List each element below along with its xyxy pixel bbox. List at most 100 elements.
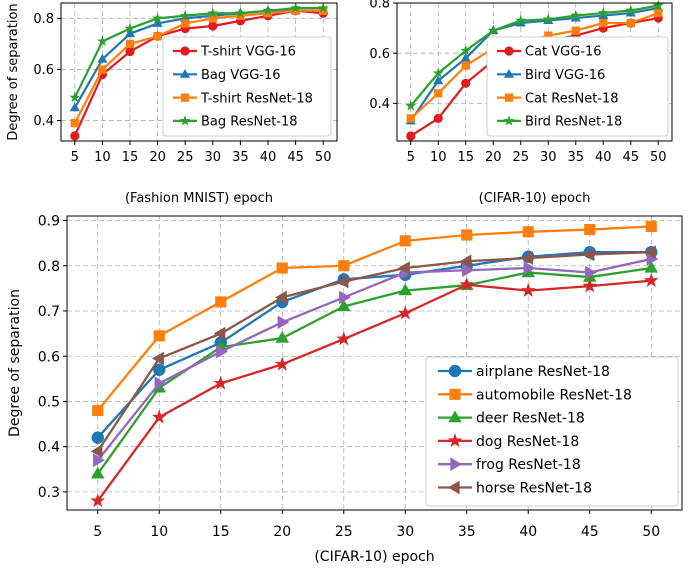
data-point — [319, 6, 328, 15]
data-point — [151, 409, 167, 424]
x-tick-label: 45 — [287, 150, 304, 165]
data-point — [262, 4, 274, 16]
data-point — [90, 493, 106, 508]
data-point — [460, 52, 471, 62]
series-frog-resnet-18 — [93, 252, 659, 468]
legend-marker — [179, 69, 191, 78]
legend-label: Bird ResNet-18 — [525, 115, 622, 130]
data-point — [406, 131, 416, 141]
legend-marker — [447, 433, 463, 448]
data-point — [213, 375, 229, 390]
data-point — [152, 12, 164, 23]
legend-label: frog ResNet-18 — [476, 457, 581, 473]
data-point — [398, 261, 410, 275]
series-line — [73, 9, 324, 124]
y-tick-label: 0.8 — [369, 0, 390, 12]
data-point — [97, 53, 108, 63]
legend-item: airplane ResNet-18 — [438, 364, 610, 380]
legend: airplane ResNet-18 automobile ResNet-18 de… — [425, 356, 679, 507]
data-point — [521, 251, 533, 265]
data-point — [544, 31, 553, 40]
chart-fashion-mnist: 5 10 15 20 25 30 35 40 45 50 0.4 0.6 0.8 (Fashion MNI… — [6, 2, 338, 206]
data-point — [236, 11, 245, 20]
legend-label: deer ResNet-18 — [476, 411, 585, 427]
series-line — [73, 7, 324, 99]
legend-marker — [503, 69, 515, 78]
legend-label: Cat VGG-16 — [525, 45, 602, 60]
x-tick-label: 35 — [567, 150, 584, 165]
data-point — [585, 265, 597, 280]
legend-item: Bag VGG-16 — [173, 68, 281, 83]
x-tick-label: 25 — [512, 150, 529, 165]
x-tick-label: 25 — [177, 150, 194, 165]
legend-marker — [449, 388, 461, 400]
data-point — [277, 315, 290, 330]
data-point — [646, 252, 659, 266]
chart-cifar10-resnet-classes: 5 10 15 20 25 30 35 40 45 50 0.3 0.4 0.5 0.6 0.7 0.8 0.9… — [7, 214, 683, 565]
y-tick-label: 0.7 — [38, 304, 60, 320]
data-point — [124, 22, 136, 34]
x-tick-label: 35 — [458, 524, 476, 540]
series-line — [73, 9, 324, 137]
legend-marker — [450, 457, 463, 472]
legend-marker — [448, 364, 462, 378]
data-point — [459, 277, 475, 292]
data-point — [339, 290, 351, 305]
series-bag-resnet-18 — [69, 2, 329, 103]
legend-label: airplane ResNet-18 — [476, 364, 610, 380]
data-point — [275, 290, 287, 305]
data-point — [399, 235, 411, 247]
x-tick-label: 50 — [315, 150, 332, 165]
data-point — [459, 254, 472, 269]
plot-frame — [60, 2, 338, 142]
data-point — [70, 118, 79, 128]
x-tick-label: 50 — [650, 150, 667, 165]
data-point — [336, 274, 349, 289]
y-tick-label: 0.3 — [38, 485, 60, 501]
data-point — [153, 32, 162, 41]
data-point — [570, 9, 582, 21]
legend-label: horse ResNet-18 — [476, 481, 592, 497]
data-point — [208, 21, 218, 31]
legend-label: T-shirt VGG-16 — [200, 45, 296, 60]
legend-item: horse ResNet-18 — [438, 481, 592, 497]
data-point — [461, 229, 473, 241]
data-point — [406, 114, 415, 123]
x-tick-label: 15 — [457, 150, 474, 165]
x-tick-label: 45 — [622, 150, 639, 165]
data-point — [432, 67, 444, 78]
x-tick-label: 40 — [595, 150, 612, 165]
x-tick-label: 20 — [273, 524, 291, 540]
data-point — [275, 330, 290, 343]
data-point — [181, 19, 190, 28]
series-dog-resnet-18 — [90, 272, 659, 508]
y-tick-label: 0.6 — [369, 47, 390, 62]
legend-label: dog ResNet-18 — [476, 434, 579, 450]
x-tick-label: 40 — [519, 524, 537, 540]
data-point — [571, 26, 580, 35]
data-point — [124, 28, 136, 38]
y-tick-label: 0.4 — [33, 114, 54, 129]
legend-label: T-shirt ResNet-18 — [200, 91, 313, 106]
data-point — [291, 6, 300, 15]
data-point — [215, 296, 227, 308]
data-point — [523, 261, 536, 275]
data-point — [317, 2, 329, 13]
data-point — [652, 0, 664, 11]
data-point — [263, 9, 273, 18]
legend-label: Cat ResNet-18 — [525, 91, 619, 106]
x-tick-label: 15 — [212, 524, 230, 540]
data-point — [599, 18, 608, 28]
data-point — [336, 299, 351, 312]
legend-label: Bag VGG-16 — [201, 68, 281, 83]
data-point — [433, 113, 443, 124]
x-axis-label: (Fashion MNIST) epoch — [125, 191, 273, 206]
series-bird-resnet-18 — [405, 0, 664, 111]
data-point — [338, 260, 350, 272]
data-point — [582, 278, 598, 293]
legend-marker — [504, 46, 514, 56]
legend-item: T-shirt VGG-16 — [173, 45, 296, 60]
series-line — [409, 6, 659, 122]
series-line — [96, 257, 652, 461]
data-point — [70, 131, 80, 141]
